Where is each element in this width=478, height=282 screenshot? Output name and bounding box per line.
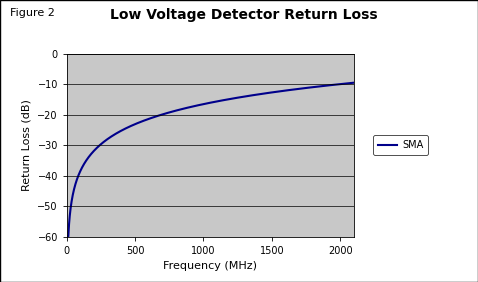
X-axis label: Frequency (MHz): Frequency (MHz) — [163, 261, 257, 272]
Text: Figure 2: Figure 2 — [10, 8, 54, 18]
Text: Low Voltage Detector Return Loss: Low Voltage Detector Return Loss — [110, 8, 378, 23]
Y-axis label: Return Loss (dB): Return Loss (dB) — [22, 99, 32, 191]
Legend: SMA: SMA — [373, 135, 428, 155]
